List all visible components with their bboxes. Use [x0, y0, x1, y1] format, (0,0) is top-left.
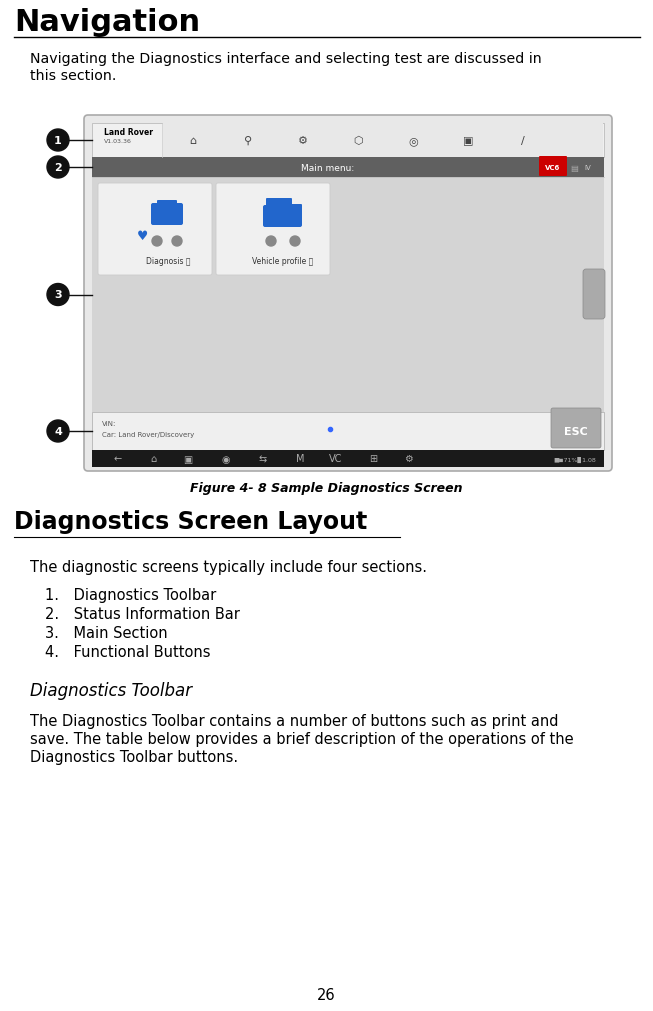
Bar [92, 412, 604, 451]
Text: Land Rover: Land Rover [104, 127, 153, 136]
FancyBboxPatch shape [216, 184, 330, 276]
Text: this section.: this section. [30, 69, 116, 83]
FancyBboxPatch shape [583, 270, 605, 319]
Circle shape [290, 237, 300, 247]
Text: ♥: ♥ [137, 229, 149, 243]
FancyBboxPatch shape [84, 116, 612, 471]
Circle shape [152, 237, 162, 247]
Text: 2. Status Information Bar: 2. Status Information Bar [45, 607, 240, 622]
Text: ⊞: ⊞ [369, 454, 377, 464]
FancyBboxPatch shape [539, 157, 567, 177]
Text: ESC: ESC [564, 427, 588, 437]
Text: The diagnostic screens typically include four sections.: The diagnostic screens typically include… [30, 559, 427, 574]
Text: Figure 4- 8 Sample Diagnostics Screen: Figure 4- 8 Sample Diagnostics Screen [190, 481, 463, 494]
Text: ▣: ▣ [463, 135, 473, 146]
Text: Car: Land Rover/Discovery: Car: Land Rover/Discovery [102, 432, 194, 438]
Text: ◉: ◉ [222, 454, 231, 464]
Text: 3. Main Section: 3. Main Section [45, 626, 168, 640]
Text: 4. Functional Buttons: 4. Functional Buttons [45, 644, 210, 659]
Text: Diagnostics Toolbar: Diagnostics Toolbar [30, 681, 192, 700]
FancyBboxPatch shape [266, 199, 292, 214]
Text: Diagnostics Toolbar buttons.: Diagnostics Toolbar buttons. [30, 749, 238, 764]
FancyBboxPatch shape [263, 206, 302, 227]
Text: 26: 26 [317, 987, 336, 1002]
Text: V1.03.36: V1.03.36 [104, 139, 132, 144]
FancyBboxPatch shape [290, 205, 302, 222]
Text: ⬡: ⬡ [353, 135, 363, 146]
Bar [92, 158, 604, 178]
Circle shape [47, 157, 69, 179]
Text: ⚲: ⚲ [244, 135, 252, 146]
Text: ■◾71%▊1.08: ■◾71%▊1.08 [553, 456, 596, 462]
Text: 2: 2 [54, 163, 62, 173]
Text: Main menu:: Main menu: [302, 164, 355, 172]
Text: ▣: ▣ [183, 454, 193, 464]
FancyBboxPatch shape [157, 201, 177, 214]
Text: ←: ← [114, 454, 122, 464]
Text: ⚙: ⚙ [404, 454, 413, 464]
Text: ◎: ◎ [408, 135, 418, 146]
Text: ⌂: ⌂ [189, 135, 197, 146]
Text: /: / [521, 135, 525, 146]
Text: Vehicle profile ⓘ: Vehicle profile ⓘ [252, 257, 313, 266]
Text: IV: IV [584, 165, 592, 171]
Text: Diagnosis ⓘ: Diagnosis ⓘ [146, 257, 190, 266]
Text: save. The table below provides a brief description of the operations of the: save. The table below provides a brief d… [30, 731, 573, 746]
Circle shape [47, 129, 69, 152]
Text: Navigation: Navigation [14, 8, 200, 37]
Bar [92, 124, 604, 158]
Circle shape [266, 237, 276, 247]
Text: 3: 3 [54, 290, 62, 300]
FancyBboxPatch shape [551, 408, 601, 449]
Circle shape [47, 284, 69, 306]
Text: Navigating the Diagnostics interface and selecting test are discussed in: Navigating the Diagnostics interface and… [30, 52, 542, 66]
Text: ⇆: ⇆ [259, 454, 267, 464]
Text: VC: VC [329, 454, 343, 464]
Text: VIN:: VIN: [102, 421, 116, 427]
Bar [92, 178, 604, 412]
Text: M: M [296, 454, 304, 464]
Text: ▤: ▤ [570, 164, 578, 172]
FancyBboxPatch shape [98, 184, 212, 276]
Bar [163, 124, 603, 158]
Circle shape [172, 237, 182, 247]
Text: Diagnostics Screen Layout: Diagnostics Screen Layout [14, 510, 367, 534]
Text: ⚙: ⚙ [298, 135, 308, 146]
Bar [92, 451, 604, 467]
Text: The Diagnostics Toolbar contains a number of buttons such as print and: The Diagnostics Toolbar contains a numbe… [30, 714, 558, 728]
Text: 4: 4 [54, 427, 62, 437]
Text: 1. Diagnostics Toolbar: 1. Diagnostics Toolbar [45, 587, 216, 603]
Text: 1: 1 [54, 135, 62, 146]
Circle shape [47, 421, 69, 443]
Text: ⌂: ⌂ [150, 454, 156, 464]
FancyBboxPatch shape [151, 204, 183, 225]
Text: VC6: VC6 [545, 165, 561, 171]
